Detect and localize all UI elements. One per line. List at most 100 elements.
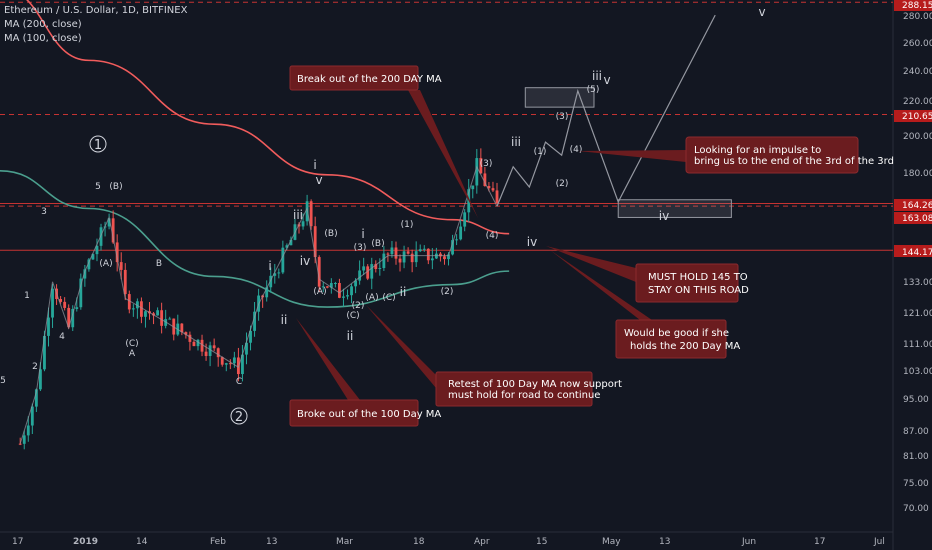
wave-label: (A) <box>365 293 378 303</box>
candle-body <box>115 242 119 263</box>
wave-label: iv <box>527 235 537 249</box>
x-tick-label: 15 <box>536 537 547 547</box>
callout-box <box>435 371 593 407</box>
wave-label: (A) <box>313 287 326 297</box>
big-wave-2-label: 2 <box>235 410 243 425</box>
wave-label: (1) <box>401 220 414 230</box>
projection-label: v <box>758 5 765 19</box>
annotation-break200[interactable]: Break out of the 200 DAY MA <box>289 65 478 218</box>
ma-line-100 <box>0 169 510 308</box>
candle-body <box>249 330 252 343</box>
wave-label: (2) <box>352 301 365 311</box>
callout-box <box>289 65 419 91</box>
candle-body <box>443 256 446 260</box>
annotation-hold200ma[interactable]: Would be good if she holds the 200 Day M… <box>550 250 740 359</box>
y-tick-label: 70.00 <box>903 504 929 514</box>
candle-body <box>487 186 491 189</box>
callout-text: must hold for road to continue <box>448 390 600 401</box>
candle-body <box>491 188 495 191</box>
x-tick-label: Feb <box>210 537 226 547</box>
wave-label: (C) <box>382 293 395 303</box>
candle-body <box>47 317 50 336</box>
candle-body <box>338 282 341 298</box>
wave-label: (C) <box>346 311 359 321</box>
callout-pointer <box>366 305 436 388</box>
candle-body <box>439 253 442 257</box>
candle-body <box>95 245 99 255</box>
wave-label: (A) <box>99 259 112 269</box>
candle-body <box>188 334 192 342</box>
candle-body <box>414 251 418 263</box>
callout-text: Retest of 100 Day MA now support <box>448 379 622 390</box>
wave-label: i <box>268 259 271 273</box>
x-tick-label: May <box>602 537 621 547</box>
wave-label: 2 <box>32 362 38 372</box>
x-tick-label: 2019 <box>73 537 98 547</box>
chart-title: Ethereum / U.S. Dollar, 1D, BITFINEX <box>4 5 188 16</box>
candle-body <box>180 323 184 333</box>
y-tick-label: 95.00 <box>903 395 929 405</box>
candle-body <box>91 254 95 260</box>
projection-label: (1) <box>534 147 547 157</box>
y-tick-label: 81.00 <box>903 452 929 462</box>
candle-body <box>144 311 147 317</box>
candle-body <box>350 286 353 296</box>
callout-pointer <box>296 318 360 400</box>
candle-body <box>228 363 232 365</box>
annotation-broke100[interactable]: Broke out of the 100 Day MA <box>289 318 441 427</box>
candle-body <box>406 251 410 254</box>
callout-box <box>685 136 859 174</box>
candle-body <box>119 262 123 270</box>
wave-label: B <box>156 259 162 269</box>
x-tick-label: Apr <box>474 537 490 547</box>
candle-body <box>370 264 374 279</box>
candle-body <box>346 295 349 297</box>
annotation-impulse[interactable]: Looking for an impulse to bring us to th… <box>578 136 894 174</box>
price-tag-288 <box>894 0 932 11</box>
wave-label: (2) <box>441 287 454 297</box>
callout-pointer <box>550 250 652 320</box>
callout-text: Looking for an impulse to <box>694 145 821 156</box>
y-tick-label: 75.00 <box>903 479 929 489</box>
candle-body <box>281 247 285 273</box>
candle-body <box>313 226 317 258</box>
candle-body <box>430 258 434 261</box>
wave-label: 4 <box>59 332 65 342</box>
price-tag-163-label: 163.08 <box>902 214 932 224</box>
candle-body <box>51 288 54 318</box>
projection-path <box>19 14 716 444</box>
candle-body <box>390 247 394 255</box>
wave-label: (3) <box>480 159 493 169</box>
candle-body <box>402 251 406 263</box>
candle-body <box>71 308 75 328</box>
candle-body <box>111 218 115 243</box>
candle-body <box>325 286 329 288</box>
candle-body <box>426 248 430 261</box>
candle-body <box>418 249 422 252</box>
candle-body <box>67 307 71 328</box>
wave-label: iii <box>511 135 521 149</box>
y-tick-label: 180.00 <box>903 169 932 179</box>
candle-body <box>43 335 46 370</box>
candle-body <box>131 308 135 310</box>
candle-body <box>184 332 188 335</box>
wave-label: 5 <box>95 182 101 192</box>
callout-box <box>615 319 727 359</box>
annotation-retest[interactable]: Retest of 100 Day MA now support must ho… <box>366 305 622 407</box>
candle-body <box>79 278 83 308</box>
price-tag-144-label: 144.17 <box>902 248 932 258</box>
annotation-hold145[interactable]: MUST HOLD 145 TO STAY ON THIS ROAD <box>546 246 749 303</box>
candle-body <box>362 266 366 271</box>
candle-body <box>479 158 483 174</box>
candle-body <box>168 318 172 320</box>
projection-label: (4) <box>570 145 583 155</box>
candle-body <box>358 270 362 281</box>
chart-legend: Ethereum / U.S. Dollar, 1D, BITFINEX MA … <box>4 4 187 46</box>
candle-body <box>269 275 273 288</box>
candle-body <box>107 218 111 227</box>
legend-ma200: MA (200, close) <box>4 19 82 30</box>
candle-body <box>22 435 26 444</box>
